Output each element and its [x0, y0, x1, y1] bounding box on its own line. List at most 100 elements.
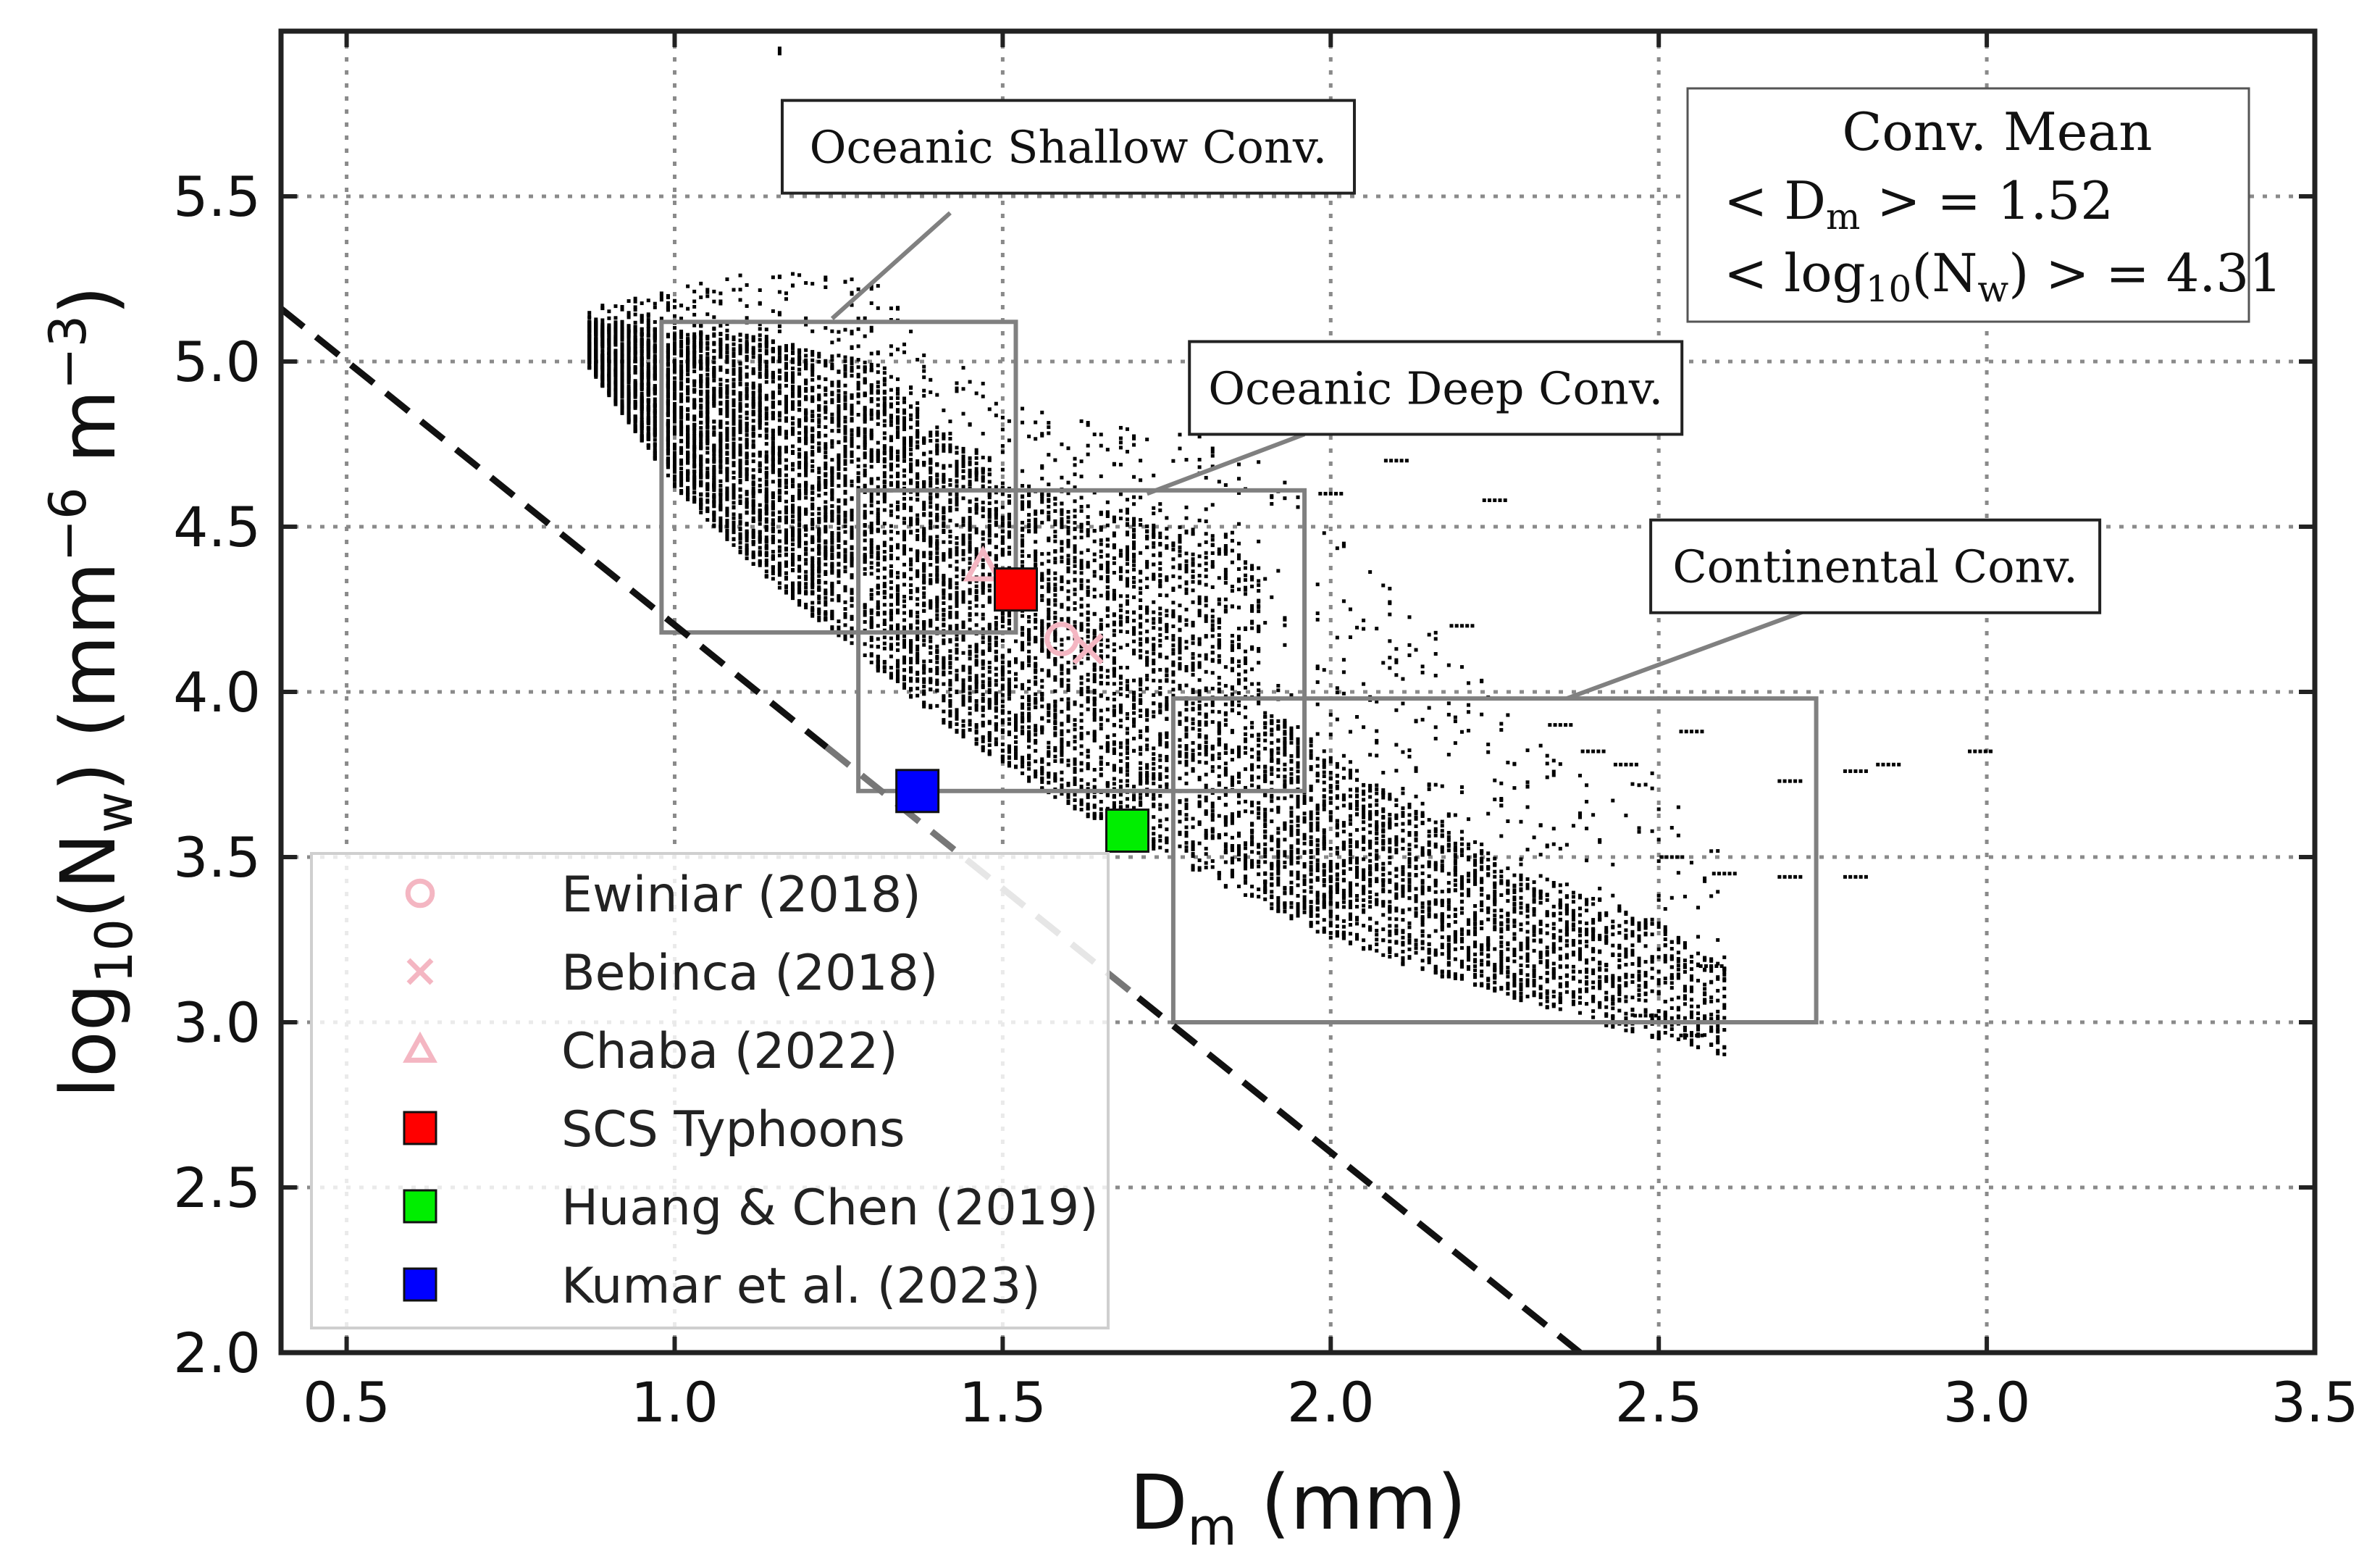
scatter-point — [725, 456, 729, 461]
scatter-point — [895, 556, 900, 561]
scatter-point — [745, 497, 749, 501]
scatter-point — [777, 375, 782, 379]
scatter-point — [837, 510, 841, 514]
scatter-point — [672, 429, 676, 433]
scatter-point — [771, 435, 775, 439]
scatter-point — [791, 498, 795, 503]
scatter-point — [804, 389, 808, 393]
scatter-point — [758, 418, 762, 422]
scatter-point — [679, 344, 684, 348]
scatter-point — [751, 542, 755, 546]
scatter-point — [758, 333, 762, 338]
scatter-point — [843, 431, 847, 435]
scatter-point — [915, 651, 920, 656]
scatter-point — [764, 495, 768, 499]
scatter-point — [784, 553, 788, 557]
scatter-point — [804, 430, 808, 434]
scatter-point — [837, 537, 841, 541]
scatter-point — [627, 371, 631, 375]
scatter-point — [797, 351, 802, 355]
scatter-point — [784, 590, 788, 595]
scatter-point — [718, 492, 723, 496]
scatter-point — [725, 277, 729, 281]
scatter-point — [856, 445, 860, 449]
scatter-point — [672, 409, 676, 414]
scatter-point — [817, 430, 821, 435]
scatter-point — [725, 346, 729, 351]
scatter-point — [784, 490, 788, 495]
scatter-point — [922, 601, 926, 606]
scatter-point — [804, 552, 808, 556]
scatter-point — [758, 371, 762, 375]
scatter-point — [705, 484, 710, 488]
scatter-point — [672, 380, 676, 385]
scatter-point — [850, 444, 854, 448]
scatter-point — [863, 393, 867, 397]
scatter-point — [876, 563, 880, 567]
scatter-point — [771, 411, 775, 415]
scatter-point — [705, 482, 710, 486]
scatter-point — [942, 623, 946, 627]
scatter-point — [613, 361, 618, 365]
scatter-point — [672, 386, 676, 390]
scatter-point — [817, 594, 821, 598]
scatter-point — [699, 437, 703, 441]
scatter-point — [758, 451, 762, 456]
scatter-point — [738, 346, 742, 350]
scatter-point — [915, 513, 920, 517]
scatter-point — [633, 367, 637, 371]
scatter-point — [745, 388, 749, 392]
scatter-point — [758, 563, 762, 567]
scatter-point — [627, 364, 631, 369]
scatter-point — [705, 458, 710, 462]
scatter-point — [646, 375, 650, 379]
scatter-point — [627, 386, 631, 390]
scatter-point — [718, 299, 723, 304]
scatter-point — [830, 445, 834, 449]
scatter-point — [810, 486, 815, 490]
scatter-point — [915, 558, 920, 562]
scatter-point — [764, 359, 768, 364]
scatter-point — [804, 524, 808, 528]
scatter-point — [745, 474, 749, 478]
scatter-point — [895, 507, 900, 511]
scatter-point — [942, 664, 946, 669]
scatter-point — [830, 383, 834, 388]
scatter-point — [830, 416, 834, 420]
scatter-point — [692, 390, 697, 394]
scatter-point — [889, 666, 893, 670]
scatter-point — [732, 398, 736, 402]
scatter-point — [777, 516, 782, 520]
scatter-point — [627, 380, 631, 384]
scatter-point — [797, 360, 802, 364]
scatter-point — [895, 636, 900, 640]
scatter-point — [692, 471, 697, 475]
scatter-point — [804, 451, 808, 455]
scatter-point — [679, 430, 684, 435]
scatter-point — [797, 472, 802, 477]
scatter-point — [607, 368, 611, 372]
scatter-point — [895, 421, 900, 425]
scatter-point — [718, 301, 723, 306]
scatter-point — [830, 358, 834, 362]
scatter-point — [732, 431, 736, 435]
scatter-point — [797, 554, 802, 559]
scatter-point — [764, 483, 768, 487]
scatter-point — [817, 480, 821, 484]
scatter-point — [718, 483, 723, 488]
scatter-point — [692, 348, 697, 352]
scatter-point — [777, 488, 782, 493]
scatter-point — [620, 370, 624, 375]
scatter-point — [810, 502, 815, 506]
scatter-point — [777, 510, 782, 514]
scatter-point — [817, 611, 821, 616]
scatter-point — [777, 518, 782, 522]
scatter-point — [935, 559, 939, 564]
scatter-point — [935, 393, 939, 397]
scatter-point — [863, 512, 867, 517]
scatter-point — [837, 338, 841, 342]
scatter-point — [869, 619, 873, 623]
scatter-point — [889, 617, 893, 622]
scatter-point — [718, 340, 723, 344]
scatter-point — [784, 394, 788, 398]
